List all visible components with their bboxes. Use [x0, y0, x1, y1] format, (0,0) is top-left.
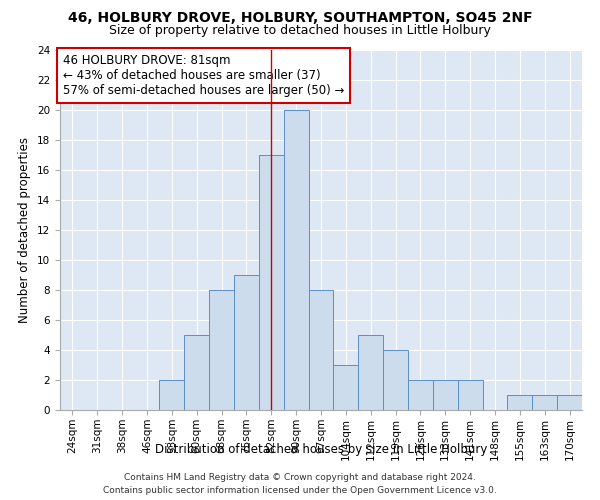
Bar: [433, 380, 458, 410]
Text: Distribution of detached houses by size in Little Holbury: Distribution of detached houses by size …: [155, 442, 487, 456]
Bar: [532, 395, 557, 410]
Bar: [259, 155, 284, 410]
Bar: [160, 380, 184, 410]
Bar: [209, 290, 234, 410]
Bar: [383, 350, 408, 410]
Bar: [234, 275, 259, 410]
Y-axis label: Number of detached properties: Number of detached properties: [19, 137, 31, 323]
Bar: [184, 335, 209, 410]
Bar: [358, 335, 383, 410]
Text: Contains public sector information licensed under the Open Government Licence v3: Contains public sector information licen…: [103, 486, 497, 495]
Text: Contains HM Land Registry data © Crown copyright and database right 2024.: Contains HM Land Registry data © Crown c…: [124, 472, 476, 482]
Bar: [408, 380, 433, 410]
Text: 46, HOLBURY DROVE, HOLBURY, SOUTHAMPTON, SO45 2NF: 46, HOLBURY DROVE, HOLBURY, SOUTHAMPTON,…: [68, 12, 532, 26]
Bar: [458, 380, 482, 410]
Bar: [284, 110, 308, 410]
Bar: [557, 395, 582, 410]
Text: 46 HOLBURY DROVE: 81sqm
← 43% of detached houses are smaller (37)
57% of semi-de: 46 HOLBURY DROVE: 81sqm ← 43% of detache…: [62, 54, 344, 96]
Bar: [508, 395, 532, 410]
Bar: [334, 365, 358, 410]
Text: Size of property relative to detached houses in Little Holbury: Size of property relative to detached ho…: [109, 24, 491, 37]
Bar: [308, 290, 334, 410]
